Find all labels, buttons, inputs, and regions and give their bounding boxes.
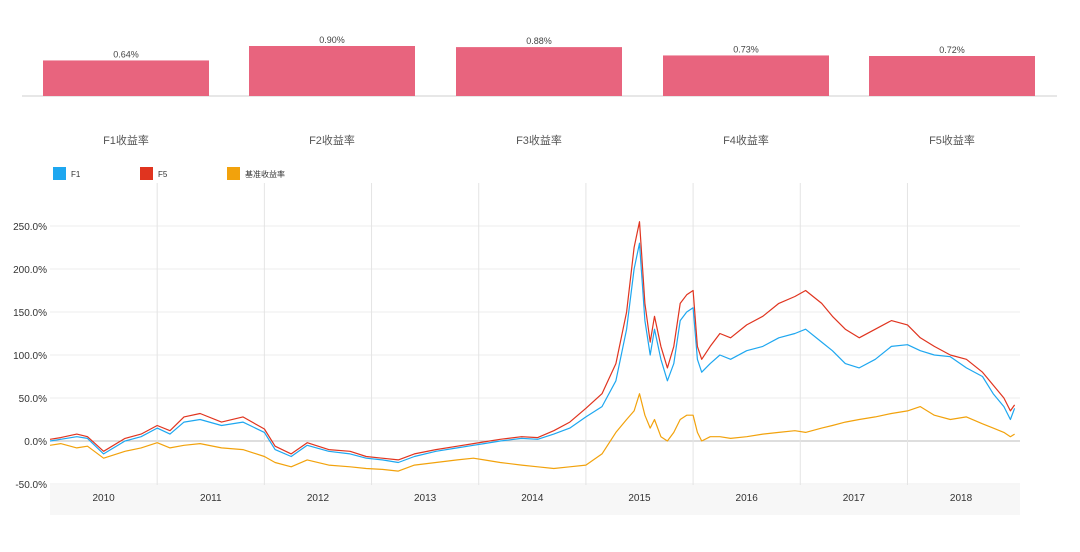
x-tick-label: 2011 <box>200 493 222 504</box>
x-tick-label: 2013 <box>414 493 437 504</box>
y-tick-label: 200.0% <box>13 265 47 276</box>
series-lines <box>49 221 1016 472</box>
bar[interactable] <box>456 47 622 96</box>
bar-category-label: F2收益率 <box>309 133 355 147</box>
bar-value-label: 0.72% <box>939 45 965 55</box>
series-line-f1[interactable] <box>49 242 1016 464</box>
legend-label-f5: F5 <box>158 170 168 179</box>
bar[interactable] <box>663 55 829 96</box>
legend-swatch-f1[interactable] <box>53 167 66 180</box>
legend-swatch-f5[interactable] <box>140 167 153 180</box>
bar-category-label: F5收益率 <box>929 133 975 147</box>
legend-label-benchmark: 基准收益率 <box>245 169 285 179</box>
plot-area-background <box>50 183 1020 485</box>
x-tick-label: 2012 <box>307 493 330 504</box>
bar-value-label: 0.64% <box>113 49 139 59</box>
legend-swatch-benchmark[interactable] <box>227 167 240 180</box>
x-tick-label: 2018 <box>950 493 973 504</box>
bar-category-label: F1收益率 <box>103 133 149 147</box>
legend-label-f1: F1 <box>71 170 81 179</box>
bar-value-label: 0.73% <box>733 44 759 54</box>
y-tick-label: 150.0% <box>13 308 47 319</box>
bar-chart: 0.64% 0.90% 0.88% 0.73% 0.72% F1收益率 F2收益… <box>22 35 1057 147</box>
bar-category-labels: F1收益率 F2收益率 F3收益率 F4收益率 F5收益率 <box>103 133 975 147</box>
bar-value-label: 0.90% <box>319 35 345 45</box>
bars-group <box>43 46 1035 96</box>
bar[interactable] <box>249 46 415 96</box>
x-tick-label: 2016 <box>736 493 759 504</box>
x-tick-label: 2017 <box>843 493 866 504</box>
bar-category-label: F4收益率 <box>723 133 769 147</box>
series-line-benchmark[interactable] <box>49 393 1015 472</box>
y-tick-label: -50.0% <box>15 480 47 491</box>
x-tick-label: 2010 <box>92 493 115 504</box>
bar-value-labels: 0.64% 0.90% 0.88% 0.73% 0.72% <box>113 35 965 59</box>
line-chart: -50.0% 0.0% 50.0% 100.0% 150.0% 200.0% 2… <box>13 183 1020 515</box>
grid-lines <box>50 183 1020 485</box>
y-tick-label: 250.0% <box>13 222 47 233</box>
bar-category-label: F3收益率 <box>516 133 562 147</box>
x-axis-ticks: 2010 2011 2012 2013 2014 2015 2016 2017 … <box>92 493 972 504</box>
bar-value-label: 0.88% <box>526 36 552 46</box>
series-line-f5[interactable] <box>49 221 1016 461</box>
x-tick-label: 2014 <box>521 493 544 504</box>
bar[interactable] <box>869 56 1035 96</box>
y-tick-label: 0.0% <box>24 437 47 448</box>
y-tick-label: 50.0% <box>19 394 47 405</box>
y-tick-label: 100.0% <box>13 351 47 362</box>
bar[interactable] <box>43 60 209 96</box>
x-tick-label: 2015 <box>628 493 651 504</box>
x-axis-band <box>50 485 1020 515</box>
y-axis-ticks: -50.0% 0.0% 50.0% 100.0% 150.0% 200.0% 2… <box>13 222 47 491</box>
line-chart-legend: F1 F5 基准收益率 <box>53 167 285 180</box>
